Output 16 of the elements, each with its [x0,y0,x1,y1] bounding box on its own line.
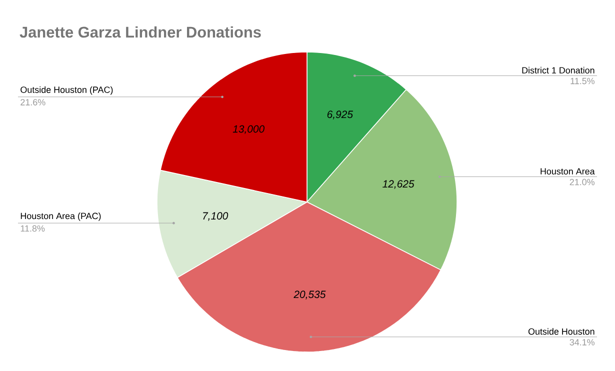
slice-label: Outside Houston [528,328,594,335]
data-label: 7,100 [203,212,228,221]
text: 34.1% [570,339,594,346]
text: 11.8% [20,225,45,232]
slice-label: Houston Area [540,168,595,175]
text: 11.5% [570,78,594,84]
data-label: 13,000 [232,125,265,134]
data-label: 12,625 [382,180,414,189]
data-label: 20,535 [294,290,326,300]
slice-label: District 1 Donation [522,66,594,74]
data-label: 6,925 [327,110,354,120]
text: 21.0% [570,178,594,186]
chart-title: Janette Garza Lindner Donations [20,26,261,38]
text: 21.6% [20,99,46,106]
slice-label: Houston Area (PAC) [20,212,101,221]
slice-label: Outside Houston (PAC) [20,86,113,95]
